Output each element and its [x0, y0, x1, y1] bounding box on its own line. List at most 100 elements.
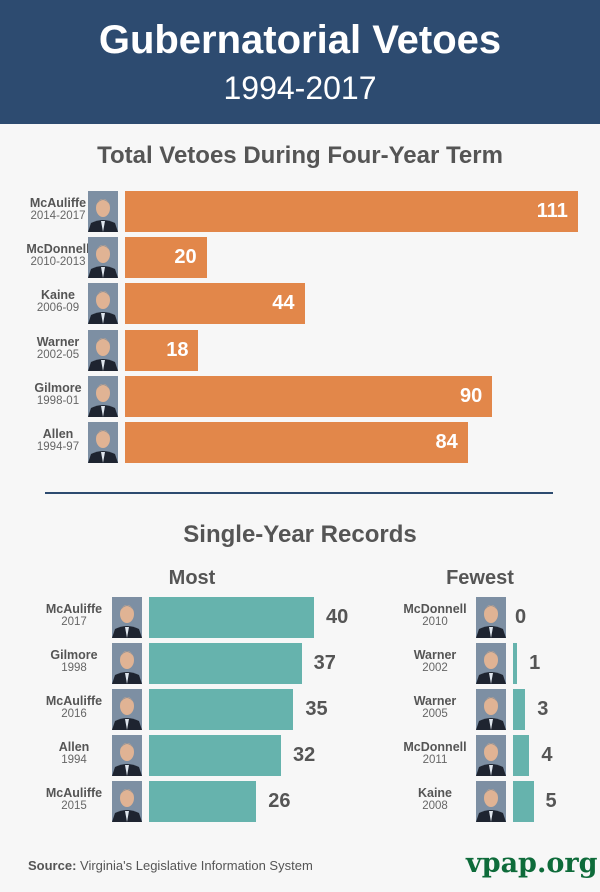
chart-title-total: Total Vetoes During Four-Year Term — [97, 142, 503, 169]
data-label: 35 — [305, 698, 328, 720]
data-label: 44 — [272, 292, 295, 315]
governor-name: Gilmore — [50, 648, 98, 662]
governor-photo — [112, 781, 142, 822]
category-label: McDonnell 2010-2013 — [13, 242, 103, 268]
bar — [149, 781, 257, 822]
term-years: 2011 — [422, 754, 448, 766]
term-years: 2010-2013 — [30, 256, 86, 269]
header: Gubernatorial Vetoes 1994-2017 — [0, 0, 600, 124]
category-label: Warner 2002 — [390, 648, 480, 674]
bar-row: Kaine 2008 5 — [0, 781, 600, 822]
term-years: 2015 — [61, 800, 87, 812]
category-label: Gilmore 1998-01 — [13, 381, 103, 407]
data-label: 26 — [268, 790, 291, 812]
bar — [149, 735, 281, 776]
governor-photo — [88, 237, 118, 279]
category-label: Allen 1994-97 — [13, 427, 103, 453]
governor-photo — [476, 735, 506, 776]
governor-photo — [88, 375, 118, 417]
data-label: 37 — [313, 652, 336, 674]
source-note: Source: Virginia's Legislative Informati… — [28, 858, 313, 873]
bar-row: Allen 1994 32 — [0, 735, 600, 776]
data-label: 1 — [529, 652, 541, 674]
governor-name: McDonnell — [403, 602, 467, 616]
category-label: McDonnell 2010 — [390, 602, 480, 628]
vpap-logo[interactable]: vpap.org — [466, 848, 598, 879]
governor-name: McDonnell — [403, 740, 467, 754]
bar-row: Gilmore 1998-01 90 — [0, 375, 600, 417]
governor-name: Warner — [413, 694, 457, 708]
bar-row: Kaine 2006-09 44 — [0, 283, 600, 325]
governor-name: Kaine — [417, 786, 453, 800]
category-label: McAuliffe 2015 — [29, 786, 119, 812]
governor-name: Allen — [42, 427, 74, 441]
governor-name: McAuliffe — [45, 694, 103, 708]
term-years: 2010 — [422, 616, 448, 628]
bar-row: Warner 2002 1 — [0, 643, 600, 684]
term-years: 2005 — [422, 708, 448, 720]
bar-row: Warner 2002-05 18 — [0, 329, 600, 371]
governor-photo — [88, 422, 118, 463]
bar-row: McDonnell 2010 0 — [0, 597, 600, 638]
data-label: 40 — [326, 606, 349, 628]
bar-row: McDonnell 2010-2013 20 — [0, 237, 600, 279]
bar — [513, 781, 534, 822]
category-label: Warner 2002-05 — [13, 335, 103, 361]
bar-row: McDonnell 2011 4 — [0, 735, 600, 776]
governor-name: Warner — [36, 334, 80, 349]
governor-photo — [88, 329, 118, 371]
data-label: 4 — [541, 744, 553, 766]
data-label: 90 — [459, 384, 483, 407]
category-label: Kaine 2008 — [390, 786, 480, 812]
governor-photo — [476, 689, 506, 730]
term-years: 1998 — [61, 662, 87, 674]
term-years: 2017 — [61, 616, 87, 628]
governor-name: McAuliffe — [45, 786, 103, 800]
bar-row: Warner 2005 3 — [0, 689, 600, 730]
category-label: McAuliffe 2014-2017 — [13, 196, 103, 222]
term-years: 2002 — [422, 662, 448, 674]
term-years: 1994 — [61, 754, 87, 766]
category-label: Allen 1994 — [29, 740, 119, 766]
page-subtitle: 1994-2017 — [223, 70, 377, 106]
divider — [45, 492, 553, 494]
governor-photo — [112, 689, 142, 730]
governor-photo — [88, 191, 118, 232]
page-title: Gubernatorial Vetoes — [98, 18, 502, 62]
data-label: 20 — [174, 246, 197, 269]
category-label: McAuliffe 2017 — [29, 602, 119, 628]
term-years: 2008 — [422, 800, 448, 812]
bar-row: Gilmore 1998 37 — [0, 643, 600, 684]
bar-row: McAuliffe 2014-2017 111 — [0, 191, 600, 232]
governor-name: Kaine — [40, 288, 76, 303]
category-label: Kaine 2006-09 — [13, 288, 103, 314]
governor-photo — [88, 283, 118, 325]
bar — [125, 329, 199, 371]
term-years: 1998-01 — [36, 394, 80, 407]
term-years: 2002-05 — [36, 348, 80, 361]
governor-photo — [476, 597, 506, 638]
category-label: Warner 2005 — [390, 694, 480, 720]
governor-name: Warner — [413, 648, 457, 662]
data-label: 0 — [515, 606, 527, 628]
data-label: 111 — [536, 200, 568, 222]
chart-title-most: Most — [168, 567, 216, 589]
bar — [513, 735, 530, 776]
data-label: 84 — [435, 431, 458, 453]
governor-photo — [112, 643, 142, 684]
section-title-single-year: Single-Year Records — [183, 521, 417, 548]
category-label: McDonnell 2011 — [390, 740, 480, 766]
governor-name: McAuliffe — [45, 602, 103, 616]
term-years: 2006-09 — [36, 302, 80, 315]
bar — [149, 689, 294, 730]
term-years: 2014-2017 — [30, 210, 86, 222]
governor-name: McDonnell — [26, 242, 90, 257]
chart-title-fewest: Fewest — [446, 567, 514, 589]
bar — [125, 191, 578, 232]
bar — [125, 422, 468, 463]
bar — [125, 283, 305, 325]
data-label: 3 — [537, 698, 549, 720]
bar — [149, 597, 314, 638]
bar-row: McAuliffe 2015 26 — [0, 781, 600, 822]
governor-photo — [112, 597, 142, 638]
